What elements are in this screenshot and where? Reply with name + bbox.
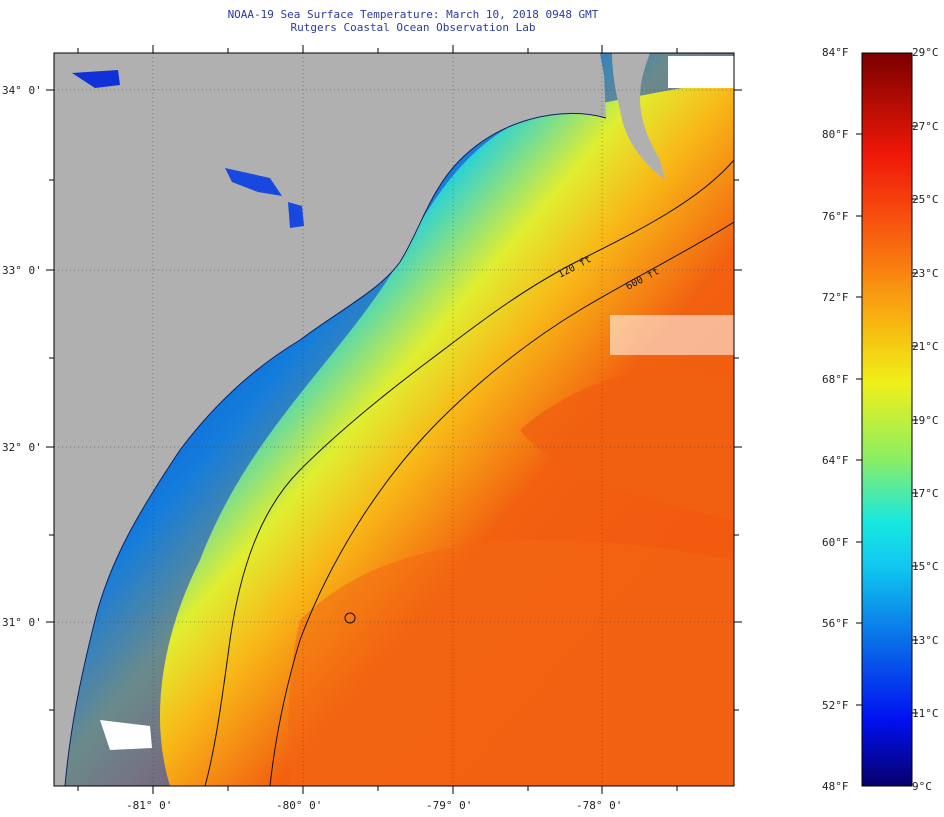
colorbar-label-f: 76°F [822, 210, 849, 223]
warm-region [288, 540, 734, 786]
lon-label: -80° 0' [276, 799, 323, 812]
contour-ring [344, 612, 356, 624]
colorbar-label-f: 64°F [822, 454, 849, 467]
colorbar-label-c: 25°C [912, 193, 939, 206]
lon-label: -79° 0' [426, 799, 473, 812]
land-mass [54, 53, 606, 786]
lat-label: 33° 0' [2, 264, 42, 277]
land-cape [612, 53, 665, 180]
lon-label: -78° 0' [576, 799, 623, 812]
colorbar-label-f: 80°F [822, 128, 849, 141]
colorbar-label-c: 23°C [912, 267, 939, 280]
cloud-patch [610, 315, 734, 355]
colorbar-label-f: 52°F [822, 699, 849, 712]
inland-lake [288, 202, 304, 228]
colorbar-label-c: 11°C [912, 707, 939, 720]
colorbar-label-c: 17°C [912, 487, 939, 500]
inland-lake [72, 70, 120, 88]
colorbar-label-c: 19°C [912, 414, 939, 427]
chart-subtitle: Rutgers Coastal Ocean Observation Lab [290, 21, 536, 34]
colorbar-label-c: 27°C [912, 120, 939, 133]
colorbar-label-f: 72°F [822, 291, 849, 304]
contour-600ft [269, 221, 734, 786]
lat-label: 34° 0' [2, 84, 42, 97]
colorbar-label-f: 84°F [822, 46, 849, 59]
colorbar-label-f: 60°F [822, 536, 849, 549]
inland-lake [225, 168, 282, 196]
colorbar-label-f: 68°F [822, 373, 849, 386]
lat-label: 32° 0' [2, 441, 42, 454]
sst-image [54, 53, 734, 786]
chart-title: NOAA-19 Sea Surface Temperature: March 1… [227, 8, 599, 21]
axis-ticks [46, 45, 742, 794]
map-frame [53, 52, 735, 787]
lat-label: 31° 0' [2, 616, 42, 629]
cloud-patch [668, 56, 734, 88]
colorbar-label-c: 29°C [912, 46, 939, 59]
colorbar-label-f: 56°F [822, 617, 849, 630]
cloud-coast [100, 720, 152, 750]
contour-120ft [204, 159, 734, 786]
warm-eddy [520, 368, 734, 520]
lon-label: -81° 0' [126, 799, 173, 812]
colorbar-label-f: 48°F [822, 780, 849, 793]
colorbar-label-c: 9°C [912, 780, 932, 793]
colorbar-ticks [856, 125, 918, 714]
colorbar [861, 52, 913, 787]
colorbar-label-c: 15°C [912, 560, 939, 573]
colorbar-label-c: 13°C [912, 634, 939, 647]
coastline [64, 112, 607, 786]
colorbar-label-c: 21°C [912, 340, 939, 353]
